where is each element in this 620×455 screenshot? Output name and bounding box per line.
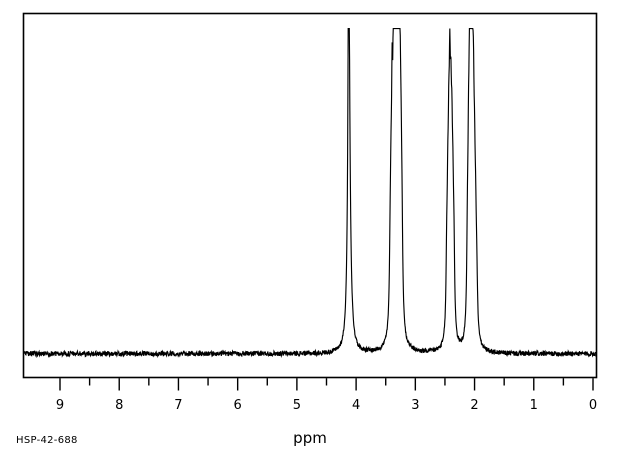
x-axis-tick-label: 4 xyxy=(352,398,360,413)
x-axis-tick-label: 8 xyxy=(115,398,123,413)
x-axis-tick-label: 5 xyxy=(293,398,301,413)
x-axis-title: ppm xyxy=(293,429,327,447)
x-axis-tick-label: 2 xyxy=(470,398,478,413)
x-axis-tick-label: 1 xyxy=(530,398,538,413)
x-axis-tick-group xyxy=(59,378,594,391)
x-axis-tick-label: 3 xyxy=(411,398,419,413)
plot-frame-border xyxy=(22,12,598,379)
x-axis-tick-label: 6 xyxy=(234,398,242,413)
sample-id-label: HSP-42-688 xyxy=(16,435,78,446)
x-axis-tick-label: 9 xyxy=(56,398,64,413)
nmr-trace-line xyxy=(23,27,596,359)
x-axis-tick-label-group: 9 8 7 6 5 4 3 2 1 0 xyxy=(56,398,597,413)
x-axis-tick-label: 0 xyxy=(589,398,597,413)
x-axis-tick-label: 7 xyxy=(174,398,182,413)
